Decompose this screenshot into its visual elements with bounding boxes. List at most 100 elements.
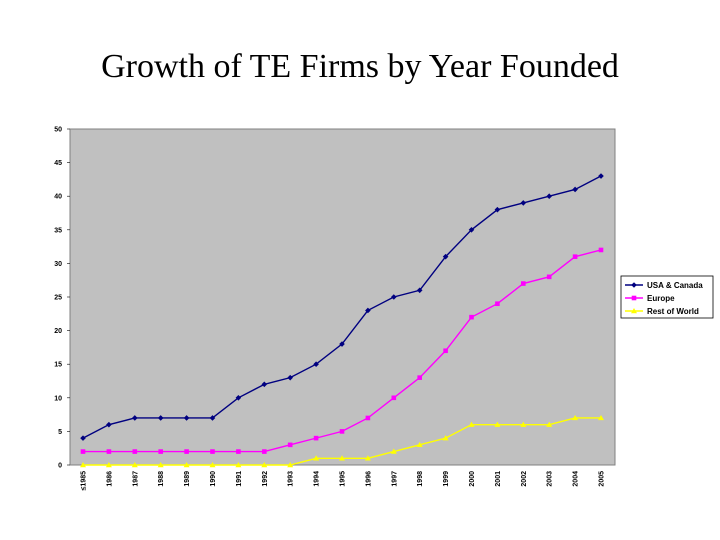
data-point [390, 448, 397, 454]
data-point [631, 282, 637, 288]
data-point [468, 421, 475, 427]
data-point [210, 449, 215, 454]
data-point [287, 442, 293, 448]
data-point [184, 449, 189, 454]
x-tick-label: 2003 [547, 471, 554, 487]
data-point [520, 421, 527, 427]
data-point [443, 348, 448, 354]
data-point [572, 186, 578, 193]
data-point [183, 462, 190, 468]
x-tick-label: 1994 [314, 471, 321, 487]
data-point [365, 415, 371, 421]
y-tick-label: 30 [54, 261, 62, 268]
legend-label: Rest of World [647, 307, 699, 316]
x-tick-label: 1991 [236, 471, 243, 487]
data-point [598, 414, 604, 421]
data-point [157, 462, 164, 468]
data-point [546, 421, 553, 427]
data-point [391, 294, 397, 300]
data-point [417, 375, 422, 380]
series-0 [80, 173, 604, 441]
x-tick-label: 2004 [573, 471, 580, 487]
data-point [631, 308, 637, 314]
x-tick-label: 2000 [469, 471, 476, 487]
data-point [235, 462, 242, 468]
data-point [287, 462, 294, 468]
series-lines [80, 173, 604, 468]
data-point [546, 193, 552, 199]
data-point [521, 281, 526, 286]
data-point [339, 455, 345, 461]
x-tick-label: 1996 [365, 471, 372, 487]
y-tick-label: 5 [58, 429, 62, 436]
data-point [262, 449, 267, 454]
data-point [209, 415, 216, 421]
data-point [339, 429, 345, 434]
data-point [598, 173, 604, 179]
data-point [236, 449, 241, 454]
data-point [313, 361, 319, 367]
data-point [261, 381, 268, 388]
data-point [520, 200, 527, 206]
data-point [469, 314, 474, 320]
x-tick-label: 1995 [340, 471, 347, 487]
data-point [80, 462, 86, 468]
slide-title: Growth of TE Firms by Year Founded [101, 48, 619, 85]
data-point [339, 341, 345, 347]
x-tick-label: 2005 [599, 471, 606, 487]
y-tick-label: 45 [54, 160, 62, 167]
data-point [131, 462, 138, 468]
legend-entry: Europe [625, 294, 675, 303]
data-point [132, 415, 138, 421]
data-point [80, 449, 86, 454]
data-point [365, 307, 371, 314]
x-tick-label: 1990 [210, 471, 217, 487]
data-point [80, 435, 86, 441]
x-tick-label: 2002 [521, 471, 528, 487]
data-point [416, 287, 423, 294]
legend: USA & Canada Europe Rest of World [620, 275, 714, 319]
x-tick-label: 1987 [132, 471, 139, 487]
y-tick-label: 0 [58, 463, 62, 470]
x-tick-label: 1988 [158, 471, 165, 487]
data-point [442, 435, 449, 441]
y-tick-label: 50 [54, 127, 62, 134]
x-tick-label: 1989 [184, 471, 191, 487]
data-point [391, 395, 397, 401]
data-point [157, 415, 164, 421]
legend-entry: Rest of World [625, 307, 699, 316]
data-point [572, 254, 578, 259]
y-tick-label: 40 [54, 194, 62, 201]
legend-label: Europe [647, 294, 675, 303]
data-point [494, 206, 501, 213]
data-point [158, 449, 163, 454]
series-1 [80, 247, 604, 454]
y-tick-label: 10 [54, 395, 62, 402]
data-point [546, 274, 552, 280]
data-point [494, 421, 501, 427]
x-tick-label: 1986 [106, 471, 113, 487]
y-tick-label: 35 [54, 227, 62, 234]
x-tick-label: 1999 [443, 471, 450, 487]
axes: 0 5 10 15 20 25 30 35 40 45 50 ≤1985 1986 1987 1988 198… [54, 127, 605, 491]
y-tick-label: 25 [54, 295, 62, 302]
data-point [495, 301, 500, 307]
data-point [313, 435, 319, 441]
x-tick-label: 1998 [417, 471, 424, 487]
data-point [416, 441, 423, 448]
data-point [132, 449, 138, 454]
data-point [183, 415, 190, 421]
data-point [364, 455, 371, 461]
data-point [106, 421, 112, 428]
data-point [106, 449, 112, 454]
x-tick-label: 1992 [262, 471, 269, 487]
legend-entry: USA & Canada [625, 281, 703, 290]
x-tick-label: ≤1985 [81, 471, 88, 491]
data-point [209, 462, 216, 468]
data-point [235, 395, 242, 401]
x-tick-label: 2001 [495, 471, 502, 487]
series-2 [80, 414, 604, 468]
data-point [261, 462, 268, 468]
plot-background [69, 128, 616, 466]
